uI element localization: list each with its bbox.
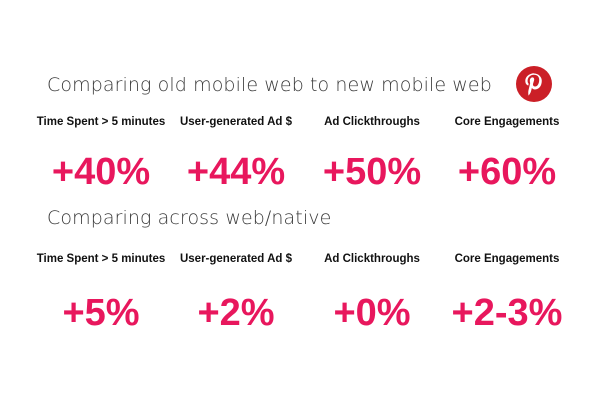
metric-value: +2-3% [451, 292, 563, 334]
metric-label: Time Spent > 5 minutes [36, 253, 166, 265]
metric-user-generated-ad: User-generated Ad $ +2% [166, 251, 306, 335]
metric-value: +50% [322, 151, 422, 193]
metric-ad-clickthroughs: Ad Clickthroughs +0% [302, 251, 442, 335]
metric-value: +2% [197, 292, 275, 334]
metric-time-spent: Time Spent > 5 minutes +5% [31, 251, 171, 335]
metric-label: Ad Clickthroughs [324, 116, 420, 128]
metric-core-engagements: Core Engagements +60% [437, 114, 577, 194]
pinterest-logo-icon [516, 66, 552, 102]
section-title-web-native: Comparing across web/native [47, 207, 332, 229]
metric-value: +40% [51, 151, 151, 193]
metric-ad-clickthroughs: Ad Clickthroughs +50% [302, 114, 442, 194]
metric-value: +60% [457, 151, 557, 193]
metric-core-engagements: Core Engagements +2-3% [437, 251, 577, 335]
metric-label: Ad Clickthroughs [324, 253, 420, 265]
metric-user-generated-ad: User-generated Ad $ +44% [166, 114, 306, 194]
metric-time-spent: Time Spent > 5 minutes +40% [31, 114, 171, 194]
metric-value: +5% [62, 292, 140, 334]
metric-label: Core Engagements [454, 116, 560, 128]
section-title-mobile-web: Comparing old mobile web to new mobile w… [47, 74, 492, 96]
metric-value: +0% [333, 292, 411, 334]
metric-label: User-generated Ad $ [179, 116, 293, 128]
metric-label: User-generated Ad $ [179, 253, 293, 265]
metric-label: Core Engagements [454, 253, 560, 265]
metric-label: Time Spent > 5 minutes [36, 116, 166, 128]
metric-value: +44% [186, 151, 286, 193]
